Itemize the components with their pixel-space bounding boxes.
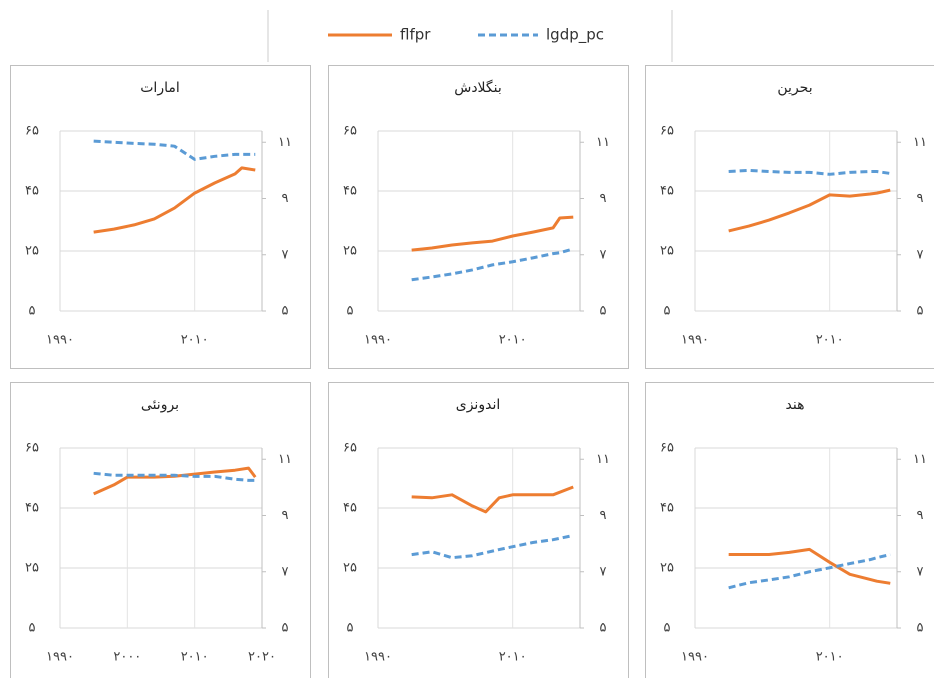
y2-tick-label: ۷ [917, 564, 924, 579]
y2-tick-label: ۵ [282, 621, 289, 636]
y2-tick-label: ۷ [282, 247, 289, 262]
y2-tick-label: ۷ [282, 564, 289, 579]
series-line [728, 553, 891, 590]
x-tick-label: ۱۹۹۰ [46, 650, 74, 665]
x-tick-label: ۱۹۹۰ [364, 650, 392, 665]
series-line [411, 215, 574, 252]
panel-title: برونئی [141, 397, 179, 413]
y2-tick-label: ۹ [917, 191, 924, 206]
y2-tick-label: ۹ [600, 508, 607, 523]
y2-tick-label: ۹ [282, 191, 289, 206]
y-tick-label: ۵ [347, 304, 354, 319]
series-line [411, 534, 574, 560]
y2-tick-label: ۱۱ [913, 135, 927, 150]
y2-tick-label: ۹ [917, 508, 924, 523]
y-tick-label: ۲۵ [660, 561, 674, 576]
series-line [93, 471, 256, 482]
y-tick-label: ۴۵ [660, 184, 674, 199]
legend: flfpr lgdp_pc [328, 26, 604, 45]
x-tick-label: ۲۰۲۰ [248, 650, 276, 665]
panel-title: بنگلادش [454, 79, 502, 96]
y2-tick-label: ۵ [600, 621, 607, 636]
y2-tick-label: ۱۱ [596, 452, 610, 467]
panel: برونئی ۵ ۲۵ ۴۵ ۶۵ ۵ ۷ ۹ ۱۱ ۱۹۹۰ ۲۰۰۰ ۲۰۱۰ ۲۰۲۰ [10, 382, 311, 678]
y-tick-label: ۶۵ [25, 441, 39, 456]
y-tick-label: ۵ [347, 621, 354, 636]
y-tick-label: ۴۵ [25, 501, 39, 516]
series-line [93, 166, 256, 234]
x-tick-label: ۲۰۱۰ [499, 333, 527, 348]
series-line [411, 247, 574, 282]
y2-tick-label: ۵ [917, 621, 924, 636]
panel-border [645, 65, 934, 369]
y2-tick-label: ۱۱ [596, 135, 610, 150]
y2-tick-label: ۱۱ [913, 452, 927, 467]
panel-title: اندونزی [456, 397, 500, 413]
series-line [728, 547, 891, 585]
y-tick-label: ۴۵ [343, 501, 357, 516]
panel: هند ۵ ۲۵ ۴۵ ۶۵ ۵ ۷ ۹ ۱۱ ۱۹۹۰ ۲۰۱۰ [645, 382, 934, 678]
y-tick-label: ۴۵ [25, 184, 39, 199]
legend-label: flfpr [400, 26, 431, 44]
panel-border [645, 382, 934, 678]
x-tick-label: ۱۹۹۰ [364, 333, 392, 348]
y-tick-label: ۲۵ [25, 244, 39, 259]
panel-title: امارات [140, 80, 179, 96]
panel: بنگلادش ۵ ۲۵ ۴۵ ۶۵ ۵ ۷ ۹ ۱۱ ۱۹۹۰ ۲۰۱۰ [328, 65, 629, 369]
panel: بحرین ۵ ۲۵ ۴۵ ۶۵ ۵ ۷ ۹ ۱۱ ۱۹۹۰ ۲۰۱۰ [645, 65, 934, 369]
y-tick-label: ۲۵ [343, 561, 357, 576]
y2-tick-label: ۱۱ [278, 135, 292, 150]
y-tick-label: ۵ [29, 304, 36, 319]
panel: امارات ۵ ۲۵ ۴۵ ۶۵ ۵ ۷ ۹ ۱۱ ۱۹۹۰ ۲۰۱۰ [10, 65, 311, 369]
panel: اندونزی ۵ ۲۵ ۴۵ ۶۵ ۵ ۷ ۹ ۱۱ ۱۹۹۰ ۲۰۱۰ [328, 382, 629, 678]
y2-tick-label: ۷ [917, 247, 924, 262]
y2-tick-label: ۵ [282, 304, 289, 319]
y-tick-label: ۲۵ [25, 561, 39, 576]
panel-border [328, 382, 629, 678]
y-tick-label: ۶۵ [343, 441, 357, 456]
x-tick-label: ۱۹۹۰ [681, 650, 709, 665]
legend-label: lgdp_pc [546, 26, 604, 45]
panel-border [328, 65, 629, 369]
series-line [93, 139, 256, 161]
y2-tick-label: ۵ [917, 304, 924, 319]
y2-tick-label: ۱۱ [278, 452, 292, 467]
y2-tick-label: ۹ [600, 191, 607, 206]
y2-tick-label: ۹ [282, 508, 289, 523]
y-tick-label: ۲۵ [343, 244, 357, 259]
y-tick-label: ۲۵ [660, 244, 674, 259]
y2-tick-label: ۷ [600, 564, 607, 579]
panel-border [10, 382, 311, 678]
y-tick-label: ۵ [664, 304, 671, 319]
x-tick-label: ۲۰۱۰ [816, 333, 844, 348]
series-line [411, 485, 574, 514]
y2-tick-label: ۷ [600, 247, 607, 262]
y-tick-label: ۴۵ [343, 184, 357, 199]
y-tick-label: ۴۵ [660, 501, 674, 516]
y-tick-label: ۶۵ [343, 124, 357, 139]
y-tick-label: ۵ [664, 621, 671, 636]
y-tick-label: ۵ [29, 621, 36, 636]
x-tick-label: ۲۰۱۰ [181, 333, 209, 348]
x-tick-label: ۲۰۱۰ [181, 650, 209, 665]
panel-title: بحرین [777, 80, 812, 96]
series-line [728, 168, 891, 176]
y-tick-label: ۶۵ [25, 124, 39, 139]
x-tick-label: ۱۹۹۰ [46, 333, 74, 348]
x-tick-label: ۱۹۹۰ [681, 333, 709, 348]
y-tick-label: ۶۵ [660, 124, 674, 139]
y2-tick-label: ۵ [600, 304, 607, 319]
y-tick-label: ۶۵ [660, 441, 674, 456]
x-tick-label: ۲۰۱۰ [499, 650, 527, 665]
series-line [728, 188, 891, 233]
x-tick-label: ۲۰۰۰ [113, 650, 141, 665]
panel-title: هند [786, 397, 805, 413]
x-tick-label: ۲۰۱۰ [816, 650, 844, 665]
